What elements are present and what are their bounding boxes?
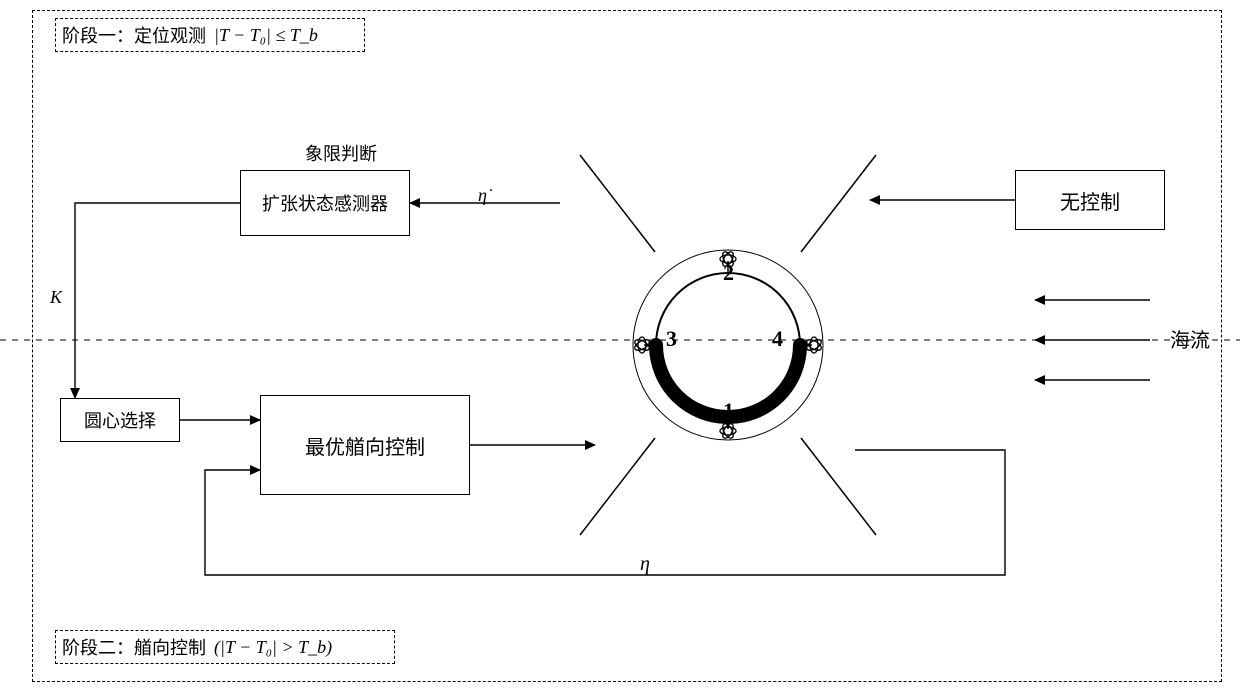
prop-label-2: 2 <box>723 260 734 286</box>
prop-4-icon <box>800 337 823 353</box>
sea-current-label: 海流 <box>1170 324 1210 353</box>
eta-label: η <box>640 553 650 576</box>
stage2-prefix: 阶段二：艏向控制 <box>62 634 206 660</box>
prop-label-3: 3 <box>666 326 677 352</box>
k-label: K <box>50 287 62 308</box>
prop-label-1: 1 <box>723 398 734 424</box>
center-select-box: 圆心选择 <box>60 398 180 442</box>
stage1-label-box: 阶段一：定位观测 |T − T₀| ≤ T_b <box>55 18 365 52</box>
outer-dashed-frame <box>32 10 1222 682</box>
prop-label-4: 4 <box>772 326 783 352</box>
line-eso-down <box>75 203 240 398</box>
vessel-icon <box>580 155 876 535</box>
stage1-formula: |T − T₀| ≤ T_b <box>214 25 318 46</box>
prop-3-icon <box>633 337 656 353</box>
eta-dot-label: η̇ <box>478 185 487 206</box>
svg-overlay <box>0 0 1240 692</box>
eso-box: 扩张状态感测器 <box>240 170 410 236</box>
stage1-prefix: 阶段一：定位观测 <box>62 22 206 48</box>
optimal-heading-box: 最优艏向控制 <box>260 395 470 495</box>
no-control-box: 无控制 <box>1015 170 1165 230</box>
sea-current-arrows <box>1035 300 1150 380</box>
stage2-formula: (|T − T₀| > T_b) <box>214 637 332 658</box>
quadrant-judge-label: 象限判断 <box>305 140 377 166</box>
stage2-label-box: 阶段二：艏向控制 (|T − T₀| > T_b) <box>55 630 395 664</box>
